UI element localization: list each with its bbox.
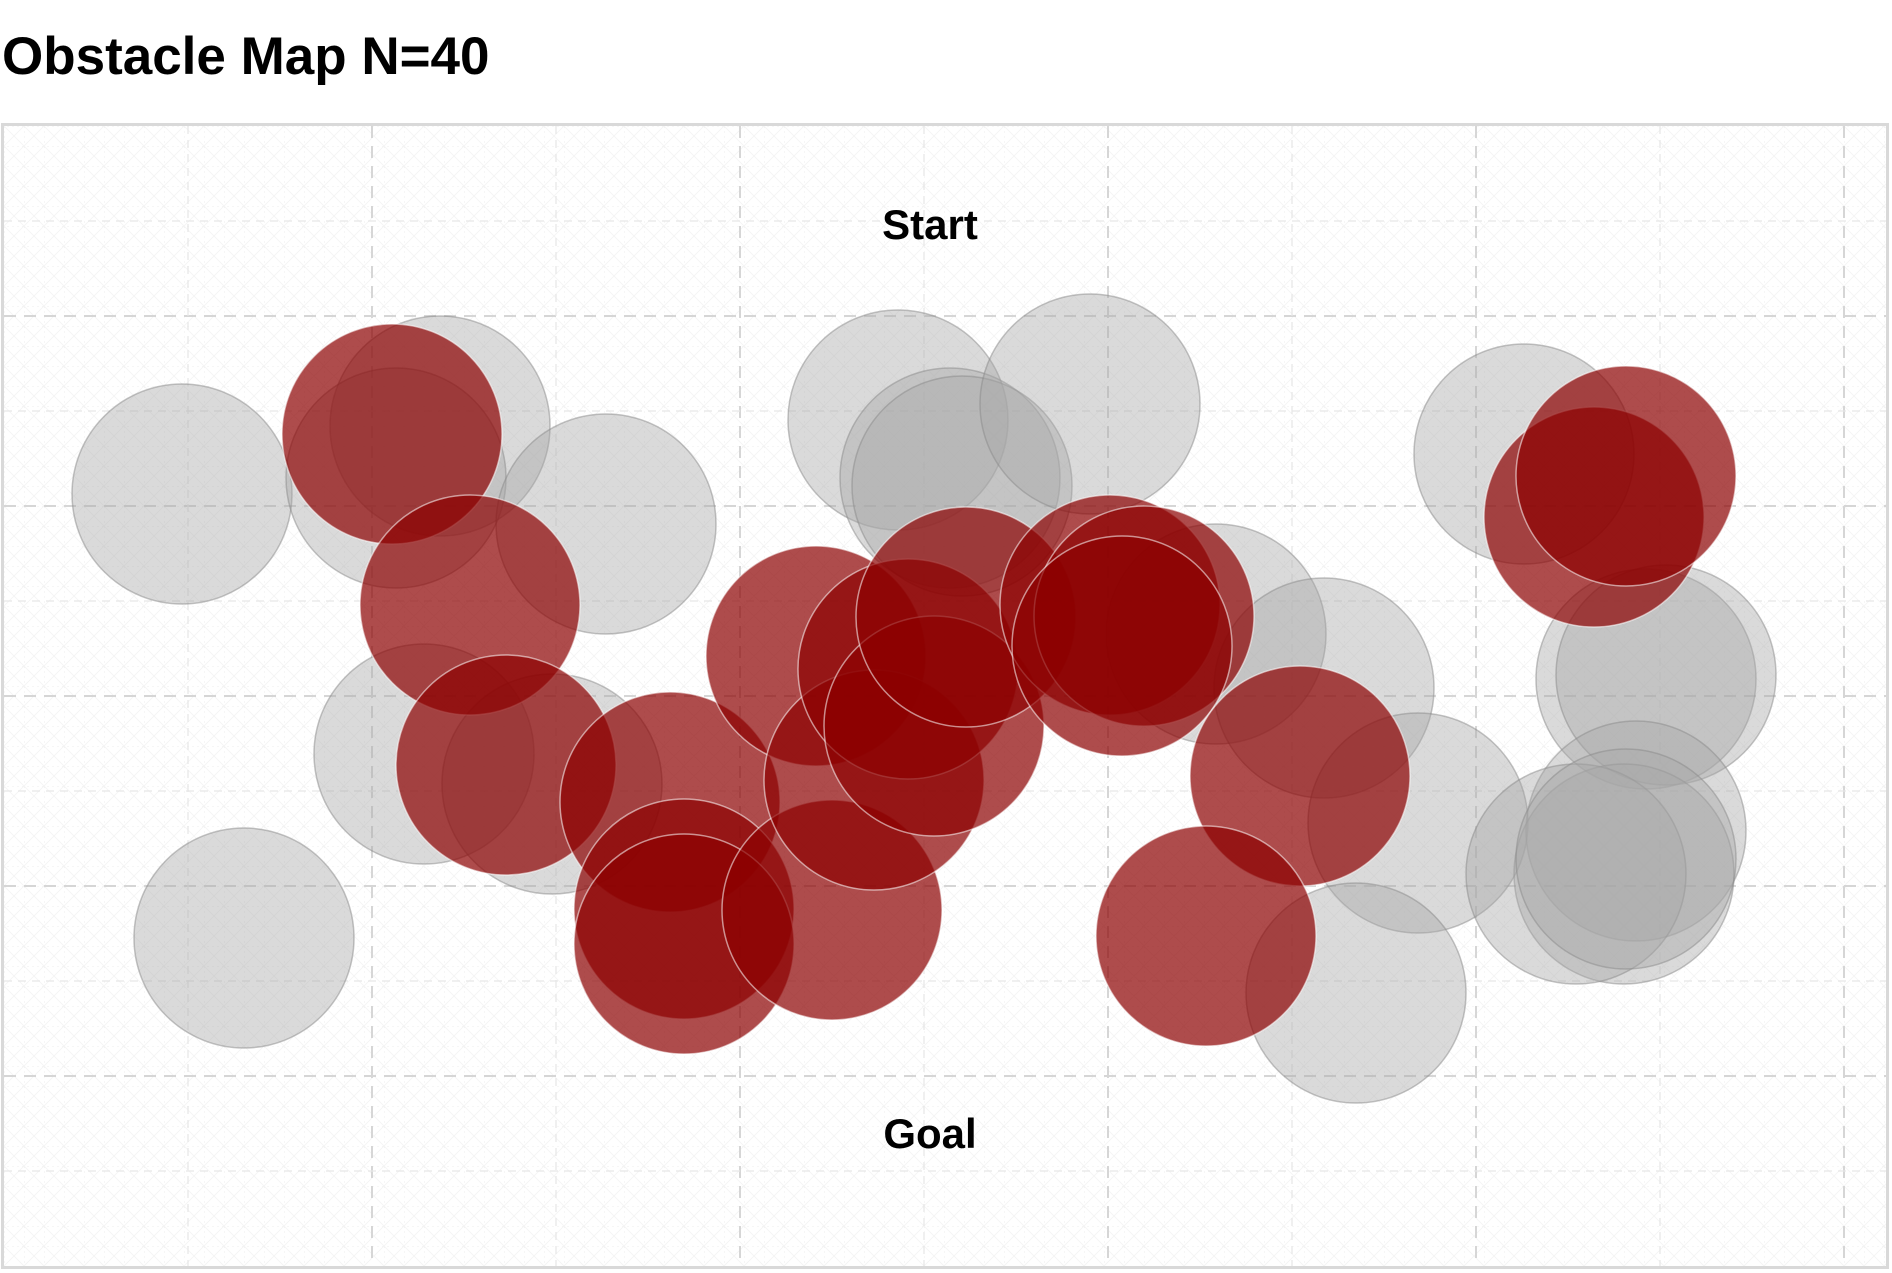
- obstacle-map: Start Goal: [1, 123, 1889, 1269]
- page-title: Obstacle Map N=40: [2, 27, 490, 86]
- obstacle-red: [1011, 535, 1233, 757]
- obstacle-gray: [1465, 763, 1687, 985]
- obstacle-gray: [133, 827, 355, 1049]
- obstacle-gray: [979, 293, 1201, 515]
- obstacle-gray: [1513, 763, 1735, 985]
- red-obstacles: [281, 323, 1737, 1055]
- obstacle-gray: [1525, 720, 1747, 942]
- start-label: Start: [882, 201, 978, 248]
- goal-label: Goal: [883, 1110, 976, 1157]
- grid-layer: [4, 126, 1886, 1266]
- obstacle-gray: [1515, 748, 1737, 970]
- obstacle-map-canvas: Start Goal: [4, 126, 1886, 1266]
- gray-obstacles: [71, 293, 1777, 1104]
- obstacle-gray: [71, 383, 293, 605]
- obstacle-red: [1095, 825, 1317, 1047]
- obstacle-red: [1515, 365, 1737, 587]
